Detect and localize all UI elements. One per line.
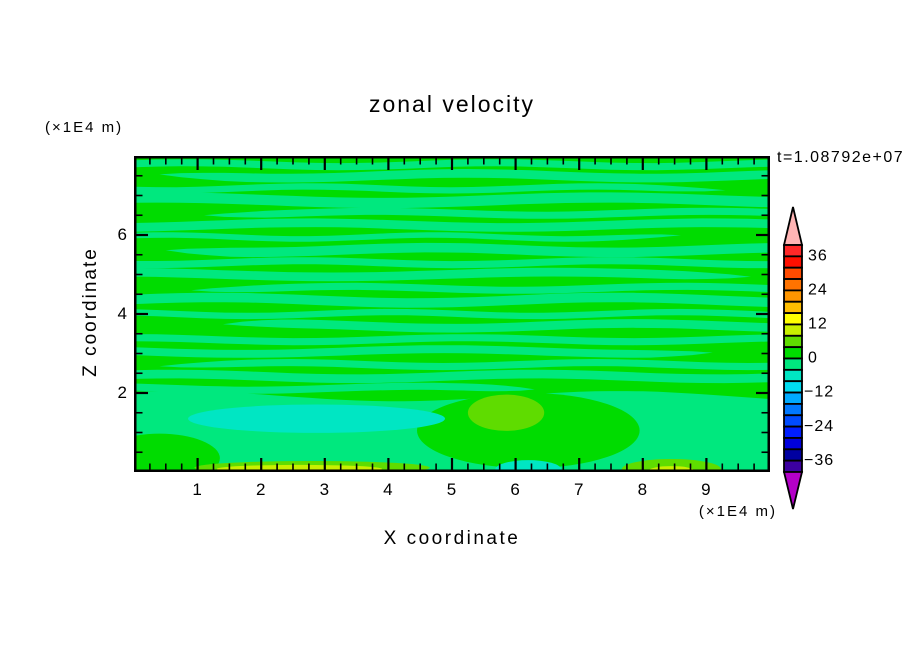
contour-streak	[134, 292, 770, 308]
x-tick-labels: 1 2 3 4 5 6 7 8 9	[134, 480, 770, 502]
contour-streak	[191, 282, 770, 294]
time-annotation: t=1.08792e+07	[777, 149, 904, 166]
colorbar-segment	[783, 244, 803, 258]
x-axis-unit-label: (×1E4 m)	[698, 503, 777, 520]
colorbar: 36 24 12 0 −12 −24 −36	[782, 206, 834, 510]
axes-frame	[134, 156, 770, 472]
x-tick-label: 7	[573, 480, 585, 499]
colorbar-segment	[783, 459, 803, 473]
colorbar-over-arrow	[782, 206, 804, 246]
z-tick-labels: 2 4 6	[96, 156, 128, 472]
colorbar-segment	[783, 334, 803, 349]
contour-field	[134, 156, 770, 472]
contour-feature-4..8	[621, 458, 722, 472]
colorbar-under-arrow	[782, 471, 804, 510]
z-tick-label: 2	[117, 383, 128, 402]
x-tick-label: 4	[383, 480, 394, 499]
colorbar-tick-label: 0	[808, 350, 818, 367]
z-tick-label: 4	[117, 304, 128, 323]
contour-streak	[134, 382, 535, 394]
colorbar-segment	[783, 414, 803, 428]
contour-feature--8..-4	[188, 404, 446, 433]
colorbar-segment	[783, 368, 803, 383]
contour-streak	[134, 369, 770, 384]
x-tick-label: 3	[319, 480, 331, 499]
colorbar-tick-label: 12	[808, 316, 828, 333]
contour-streak	[165, 242, 770, 258]
contour-feature-4..8	[467, 394, 545, 431]
contour-streak	[223, 319, 770, 333]
colorbar-segment	[783, 437, 803, 451]
x-tick-label: 5	[446, 480, 458, 499]
contour-streak	[159, 169, 770, 183]
colorbar-tick-label: 36	[808, 248, 828, 265]
contour-streak	[134, 267, 751, 282]
x-tick-label: 6	[510, 480, 521, 499]
colorbar-segment	[783, 255, 803, 269]
colorbar-tick-label: 24	[808, 282, 828, 299]
x-tick-label: 2	[255, 480, 267, 499]
colorbar-segment	[783, 357, 803, 371]
colorbar-segment	[783, 312, 803, 326]
contour-plot	[134, 156, 770, 472]
contour-streak	[134, 257, 770, 269]
colorbar-segment	[783, 278, 803, 292]
contour-feature--8..-4	[495, 460, 562, 472]
colorbar-segment	[783, 425, 803, 439]
contour-streak	[134, 218, 770, 232]
colorbar-tick-label: −24	[804, 418, 834, 435]
colorbar-segment	[783, 300, 803, 315]
colorbar-segment	[783, 266, 803, 280]
contour-streak	[204, 207, 770, 219]
contour-streak	[134, 334, 770, 346]
colorbar-segment	[783, 380, 803, 394]
contour-streak	[134, 183, 726, 194]
contour-streak	[134, 308, 770, 320]
z-tick-label: 6	[117, 225, 128, 244]
x-tick-label: 1	[192, 480, 203, 499]
contour-streak	[134, 192, 770, 209]
plot-title: zonal velocity	[368, 91, 536, 117]
colorbar-segment	[783, 448, 803, 462]
colorbar-tick-label: −12	[804, 384, 834, 401]
colorbar-tick-label: −36	[804, 452, 834, 469]
x-tick-label: 8	[637, 480, 649, 499]
colorbar-segment	[783, 289, 803, 303]
x-tick-label: 9	[701, 480, 712, 499]
colorbar-segment	[783, 323, 803, 337]
contour-streak	[134, 345, 713, 358]
z-axis-unit-label: (×1E4 m)	[45, 119, 124, 136]
colorbar-segment	[783, 402, 803, 417]
x-axis-label: X coordinate	[383, 528, 521, 549]
colorbar-segment	[783, 391, 803, 405]
contour-streak	[134, 232, 681, 242]
contour-streak	[159, 359, 770, 371]
colorbar-segment	[783, 346, 803, 360]
